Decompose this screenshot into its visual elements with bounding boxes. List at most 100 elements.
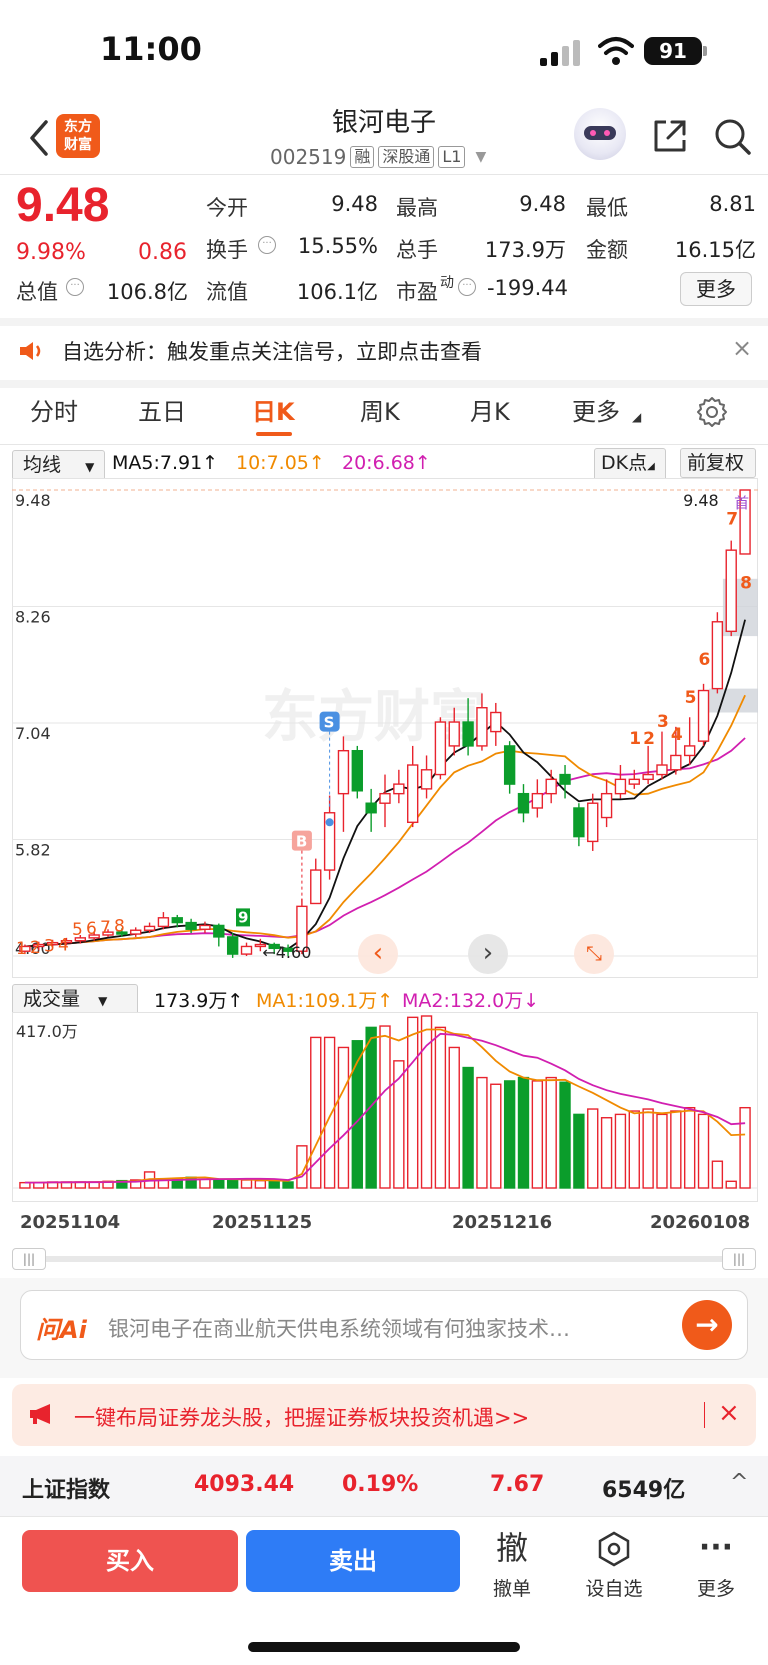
volume-bar (448, 1046, 460, 1189)
scroll-handle-right[interactable]: ||| (722, 1248, 756, 1270)
volume-bar (420, 1015, 433, 1189)
y-tick-label: 5.82 (15, 841, 51, 860)
ai-question-text[interactable]: 银河电子在商业航天供电系统领域有何独家技术… (108, 1317, 570, 1341)
candle-body (725, 549, 737, 633)
buy-button[interactable]: 买入 (22, 1530, 238, 1592)
index-ticker-bar[interactable] (0, 1456, 768, 1516)
volume-bar (683, 1106, 696, 1189)
seq-marker: 9 (238, 908, 248, 926)
signal-banner-text[interactable]: 自选分析：触发重点关注信号，立即点击查看 (62, 340, 482, 364)
volume-bar (282, 1181, 294, 1189)
volume-chart[interactable] (12, 1012, 758, 1202)
chart-next-icon[interactable]: › (468, 934, 508, 974)
promo-banner[interactable] (12, 1384, 756, 1446)
tab-weekly-k[interactable]: 周K (360, 398, 400, 426)
ma-dropdown-caret-icon: ▼ (85, 460, 95, 474)
candle-body (697, 689, 710, 742)
header-divider (0, 174, 768, 175)
speaker-icon (20, 342, 41, 360)
amount-value: 16.15亿 (674, 238, 756, 262)
candle-body (600, 792, 613, 819)
volume-bar (240, 1179, 253, 1189)
gap-zone (709, 688, 758, 713)
volume-bar (725, 1180, 737, 1189)
volume-label: 总手 (396, 238, 438, 262)
y-tick-label: 9.48 (15, 491, 51, 510)
gear-icon[interactable] (696, 396, 728, 428)
volume-bar (517, 1076, 530, 1189)
candle-body (628, 778, 640, 785)
candle-body (310, 869, 322, 905)
tab-more[interactable]: 更多 (572, 398, 620, 426)
margin-tag: 融 (350, 146, 375, 168)
status-time: 11:00 (100, 30, 202, 68)
dk-caret-icon: ◢ (647, 461, 655, 472)
scroll-track (46, 1256, 722, 1262)
more-actions-button[interactable]: ··· 更多 (676, 1528, 756, 1601)
volume-bar (503, 1080, 516, 1189)
promo-close-icon[interactable]: × (718, 1398, 740, 1428)
chart-scrollbar[interactable]: ||| ||| (12, 1248, 756, 1270)
promo-text[interactable]: 一键布局证券龙头股，把握证券板块投资机遇>> (74, 1406, 530, 1430)
megaphone-icon (30, 1404, 50, 1424)
add-watchlist-label: 设自选 (585, 1578, 643, 1600)
tab-daily-k[interactable]: 日K (252, 398, 295, 426)
float-cap-label: 流值 (206, 280, 248, 304)
back-arrow-icon[interactable] (24, 118, 54, 158)
pe-info-icon[interactable]: ··· (458, 278, 476, 296)
y-tick-label: 4.60 (15, 939, 51, 958)
candle-body (407, 764, 419, 824)
chart-prev-icon[interactable]: ‹ (358, 934, 398, 974)
candle-body (60, 940, 73, 944)
seq-marker: 5 (72, 920, 83, 940)
volume-bar (379, 1025, 391, 1189)
ai-logo: 问Ai (36, 1316, 87, 1344)
y-tick-label: 8.26 (15, 608, 51, 627)
candle-body (462, 721, 474, 747)
ai-submit-arrow-icon[interactable]: → (682, 1300, 732, 1350)
search-icon[interactable] (712, 116, 752, 156)
volume-bar (697, 1113, 710, 1189)
seq-marker-late: 4 (671, 725, 683, 745)
active-tab-indicator (256, 432, 292, 436)
volume-bar (711, 1160, 724, 1189)
sell-button[interactable]: 卖出 (246, 1530, 460, 1592)
volume-bar (559, 1081, 571, 1189)
candle-body (434, 721, 447, 776)
tab-monthly-k[interactable]: 月K (470, 398, 510, 426)
subtitle-dropdown-icon[interactable]: ▼ (475, 149, 487, 165)
candle-body (517, 792, 530, 814)
volume-dropdown[interactable]: 成交量 ▼ (12, 984, 138, 1016)
scroll-handle-left[interactable]: ||| (12, 1248, 46, 1270)
vol-ma1-label: MA1:109.1万↑ (256, 990, 394, 1012)
cancel-order-icon: 撤 (495, 1529, 528, 1567)
candle-body (587, 802, 599, 843)
cancel-order-button[interactable]: 撤 撤单 (472, 1528, 552, 1601)
candle-body (670, 754, 682, 771)
index-amount: 6549亿 (602, 1478, 686, 1503)
index-expand-chevron-icon[interactable]: ^ (730, 1470, 749, 1495)
quote-divider (0, 318, 768, 326)
tab-five-day[interactable]: 五日 (138, 398, 186, 426)
turnover-info-icon[interactable]: ··· (258, 236, 276, 254)
volume-bar (628, 1110, 640, 1189)
more-quote-button[interactable]: 更多 (680, 272, 752, 306)
volume-bar (600, 1117, 613, 1189)
add-watchlist-button[interactable]: 设自选 (574, 1528, 654, 1601)
seq-marker-late: 7 (726, 509, 738, 529)
market-cap-label: 总值 (16, 280, 58, 304)
ai-question-box[interactable] (20, 1290, 748, 1360)
tab-intraday[interactable]: 分时 (30, 398, 78, 426)
candle-body (337, 749, 350, 795)
signal-banner-close-icon[interactable]: × (732, 334, 753, 362)
more-actions-label: 更多 (696, 1578, 735, 1600)
candle-body (102, 931, 114, 936)
share-icon[interactable] (650, 116, 690, 156)
ai-assistant-avatar[interactable] (574, 108, 626, 160)
dk-point-button[interactable]: DK点◢ (594, 448, 666, 482)
adjust-button[interactable]: 前复权 (680, 448, 756, 478)
chart-expand-icon[interactable]: ⤡ (574, 934, 614, 974)
ma-dropdown[interactable]: 均线 ▼ (12, 450, 106, 482)
market-cap-info-icon[interactable]: ··· (66, 278, 84, 296)
